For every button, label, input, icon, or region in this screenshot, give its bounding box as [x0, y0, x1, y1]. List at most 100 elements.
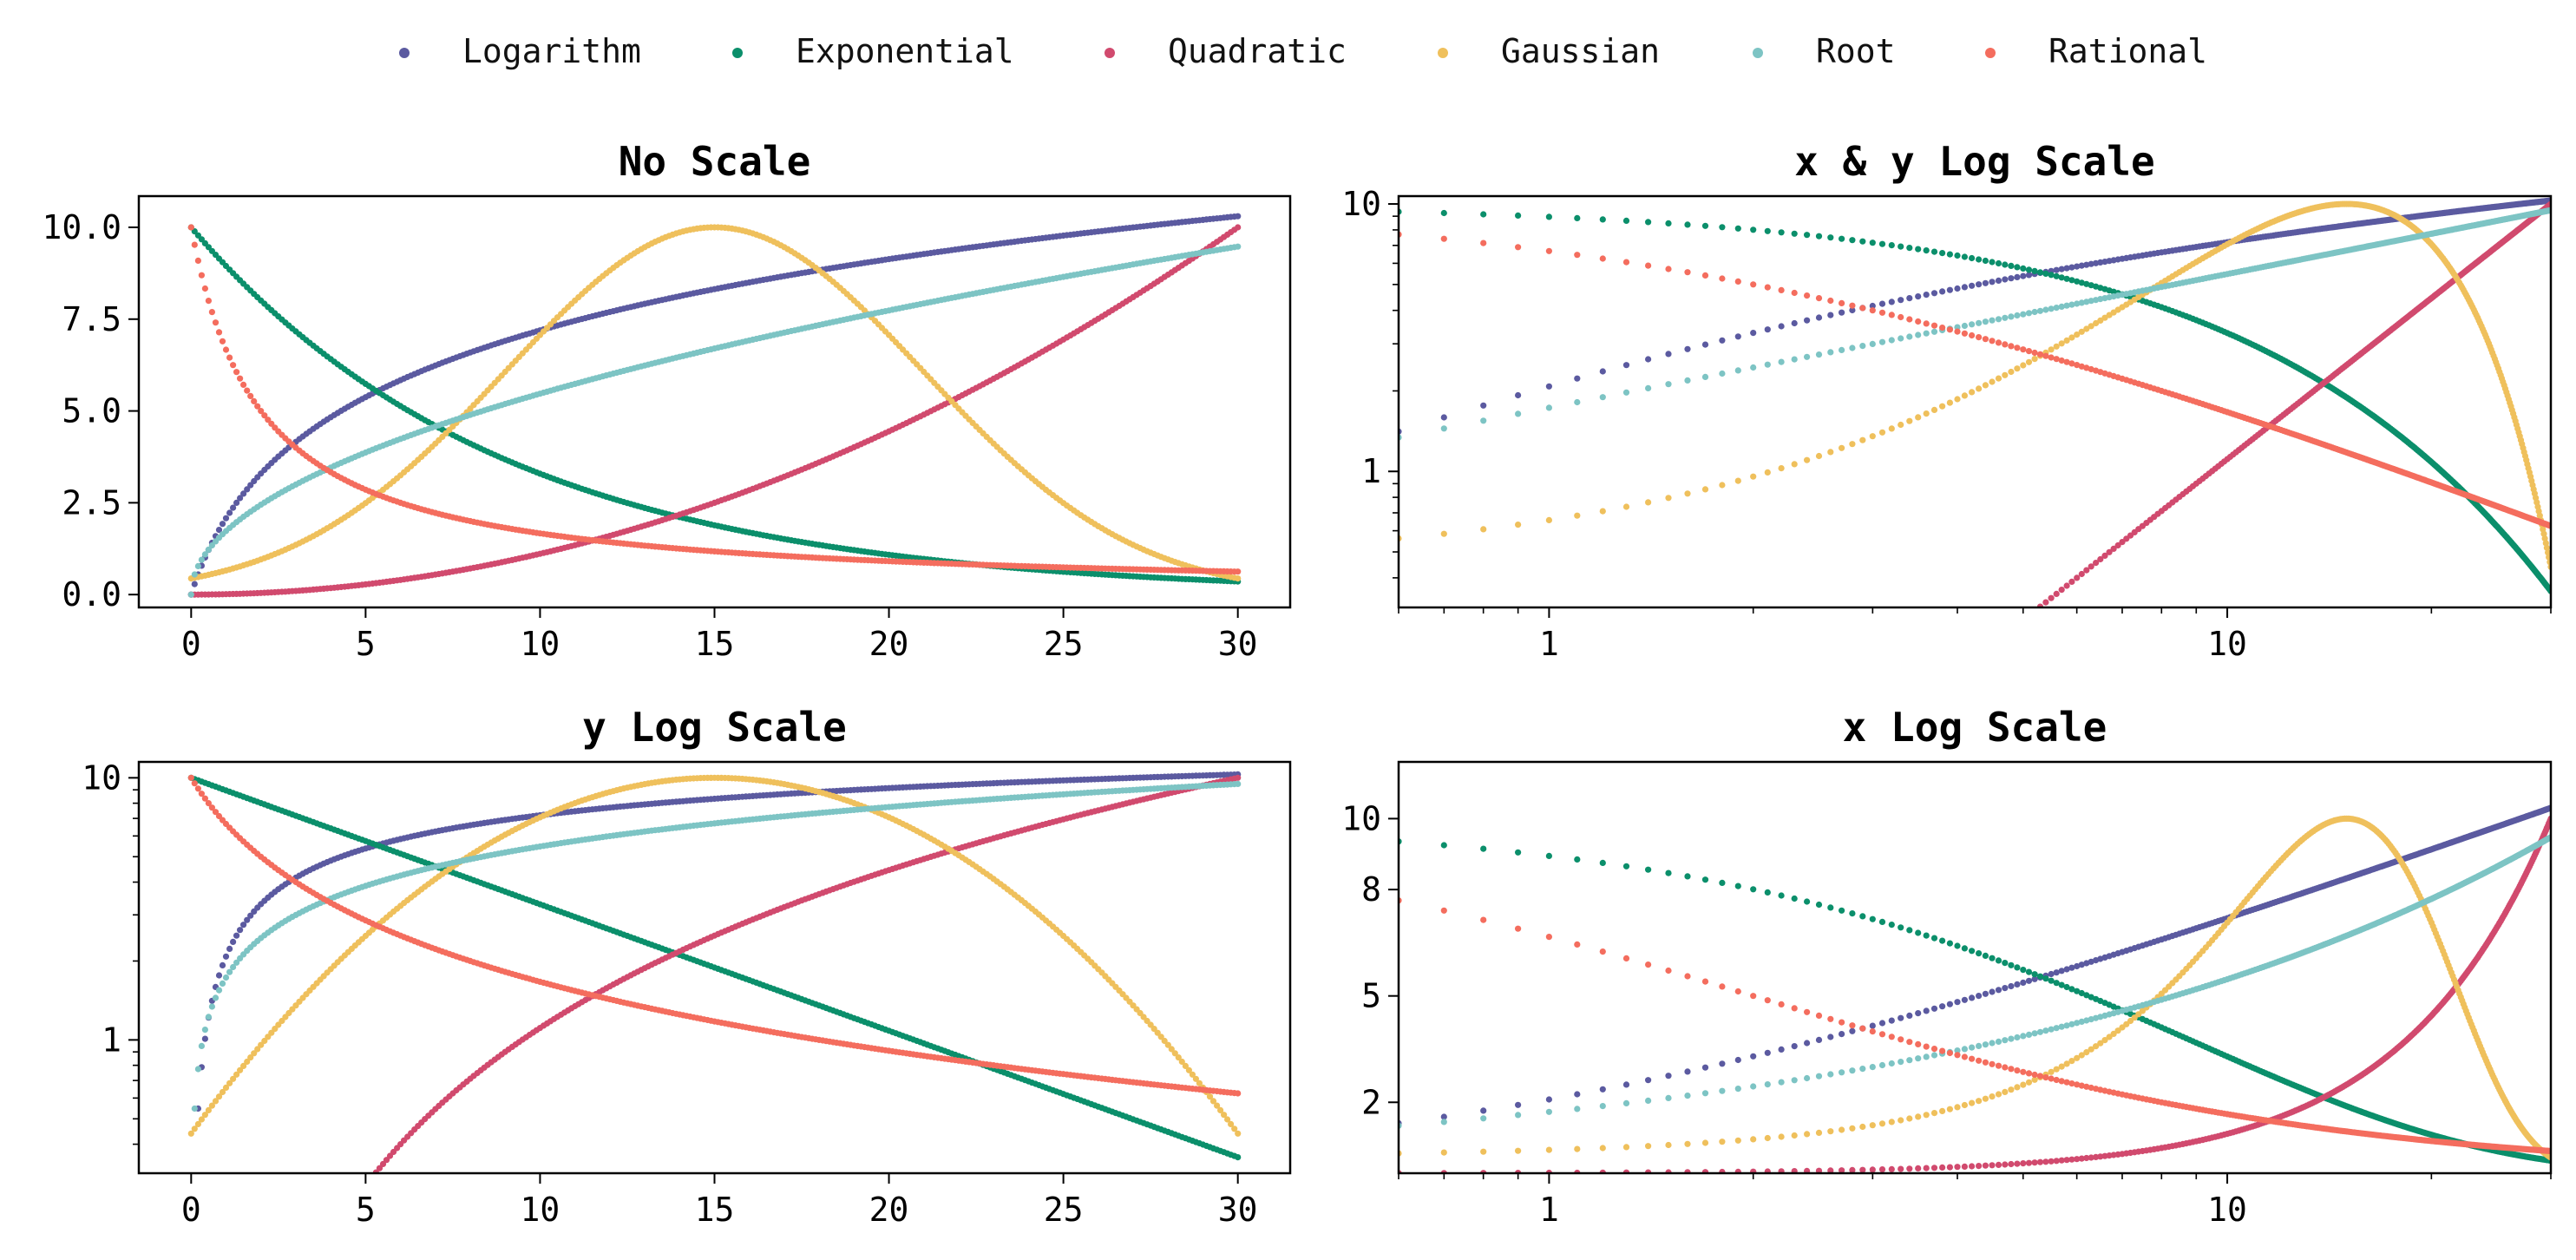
data-point — [1622, 362, 1630, 369]
data-point — [1827, 349, 1834, 356]
y-tick-label: 2.5 — [62, 483, 121, 522]
data-point — [1961, 253, 1968, 260]
data-point — [1480, 526, 1487, 533]
data-point — [1645, 219, 1652, 226]
data-point — [1684, 377, 1691, 384]
data-point — [1923, 320, 1930, 327]
data-point — [1888, 242, 1895, 249]
series-gaussian — [1191, 200, 2551, 570]
data-point — [201, 551, 208, 558]
data-point — [1982, 318, 1989, 325]
data-point — [226, 945, 233, 952]
data-point — [1072, 203, 1078, 209]
data-point — [1791, 289, 1798, 297]
data-point — [194, 1066, 201, 1073]
data-point — [1982, 279, 1989, 286]
data-point — [1939, 288, 1946, 295]
data-point — [1815, 295, 1823, 302]
data-point — [208, 541, 215, 549]
data-point — [2068, 264, 2075, 271]
data-point — [1791, 461, 1798, 468]
data-point — [1878, 429, 1886, 436]
data-point — [1719, 224, 1726, 231]
data-point — [1209, 1098, 1217, 1105]
data-point — [222, 1084, 230, 1091]
data-point — [2042, 270, 2049, 277]
data-point — [1923, 410, 1930, 417]
data-point — [212, 319, 220, 326]
data-point — [1168, 1046, 1175, 1053]
data-point — [240, 381, 247, 388]
data-point — [1231, 1125, 1238, 1132]
data-point — [2025, 272, 2033, 279]
data-point — [2025, 348, 2033, 355]
data-point — [230, 1075, 237, 1082]
data-point — [376, 1165, 383, 1171]
data-point — [2088, 298, 2094, 305]
data-point — [2097, 317, 2104, 324]
series-points — [187, 771, 1242, 1173]
data-point — [2025, 266, 2033, 273]
data-point — [1930, 322, 1938, 329]
data-point — [2053, 305, 2060, 312]
data-point — [2053, 266, 2060, 273]
data-point — [2093, 560, 2100, 567]
data-point — [1191, 549, 1197, 555]
data-point — [226, 354, 233, 361]
data-point — [1157, 1034, 1164, 1040]
x-tick-label: 10 — [521, 625, 560, 663]
panel-title: y Log Scale — [582, 704, 847, 751]
data-point — [2542, 540, 2549, 547]
data-point — [1839, 235, 1845, 242]
data-point — [1954, 328, 1961, 335]
legend-label: Gaussian — [1501, 32, 1660, 70]
legend-item-exponential: Exponential — [732, 32, 1014, 70]
data-point — [2083, 261, 2090, 268]
data-point — [1930, 328, 1938, 335]
data-point — [1849, 441, 1856, 448]
data-point — [215, 972, 223, 979]
data-point — [2020, 272, 2027, 279]
x-tick-label: 0 — [181, 625, 201, 663]
data-point — [2026, 613, 2032, 619]
data-point — [1072, 498, 1078, 504]
data-point — [1764, 469, 1771, 476]
data-point — [1859, 238, 1866, 245]
data-point — [1923, 247, 1930, 254]
data-point — [1764, 227, 1771, 234]
data-point — [1915, 318, 1922, 325]
data-point — [2088, 323, 2094, 330]
data-point — [1622, 389, 1630, 396]
data-point — [1191, 475, 1197, 481]
data-point — [2008, 368, 2015, 376]
data-point — [1946, 326, 1953, 333]
data-point — [1665, 220, 1672, 226]
data-point — [1440, 425, 1447, 432]
data-point — [1719, 482, 1726, 489]
data-point — [1954, 252, 1961, 259]
data-point — [2008, 343, 2015, 350]
data-point — [212, 994, 220, 1001]
data-point — [1969, 321, 1976, 328]
data-point — [219, 980, 226, 987]
data-point — [2068, 578, 2075, 586]
data-point — [1976, 319, 1983, 326]
legend-item-root: Root — [1753, 32, 1896, 70]
data-point — [2058, 340, 2065, 347]
data-point — [1175, 1054, 1182, 1061]
data-point — [240, 1062, 247, 1069]
data-point — [230, 963, 237, 971]
data-point — [1515, 391, 1522, 399]
data-point — [1515, 212, 1522, 219]
data-point — [233, 1071, 240, 1078]
data-point — [187, 224, 194, 231]
data-point — [205, 298, 212, 305]
data-point — [1440, 209, 1447, 217]
data-point — [1976, 334, 1983, 341]
data-point — [208, 309, 215, 316]
data-point — [1961, 392, 1968, 399]
data-point — [1182, 1062, 1189, 1069]
data-point — [1869, 240, 1876, 246]
series-points — [1072, 197, 2551, 619]
data-point — [2074, 574, 2081, 581]
